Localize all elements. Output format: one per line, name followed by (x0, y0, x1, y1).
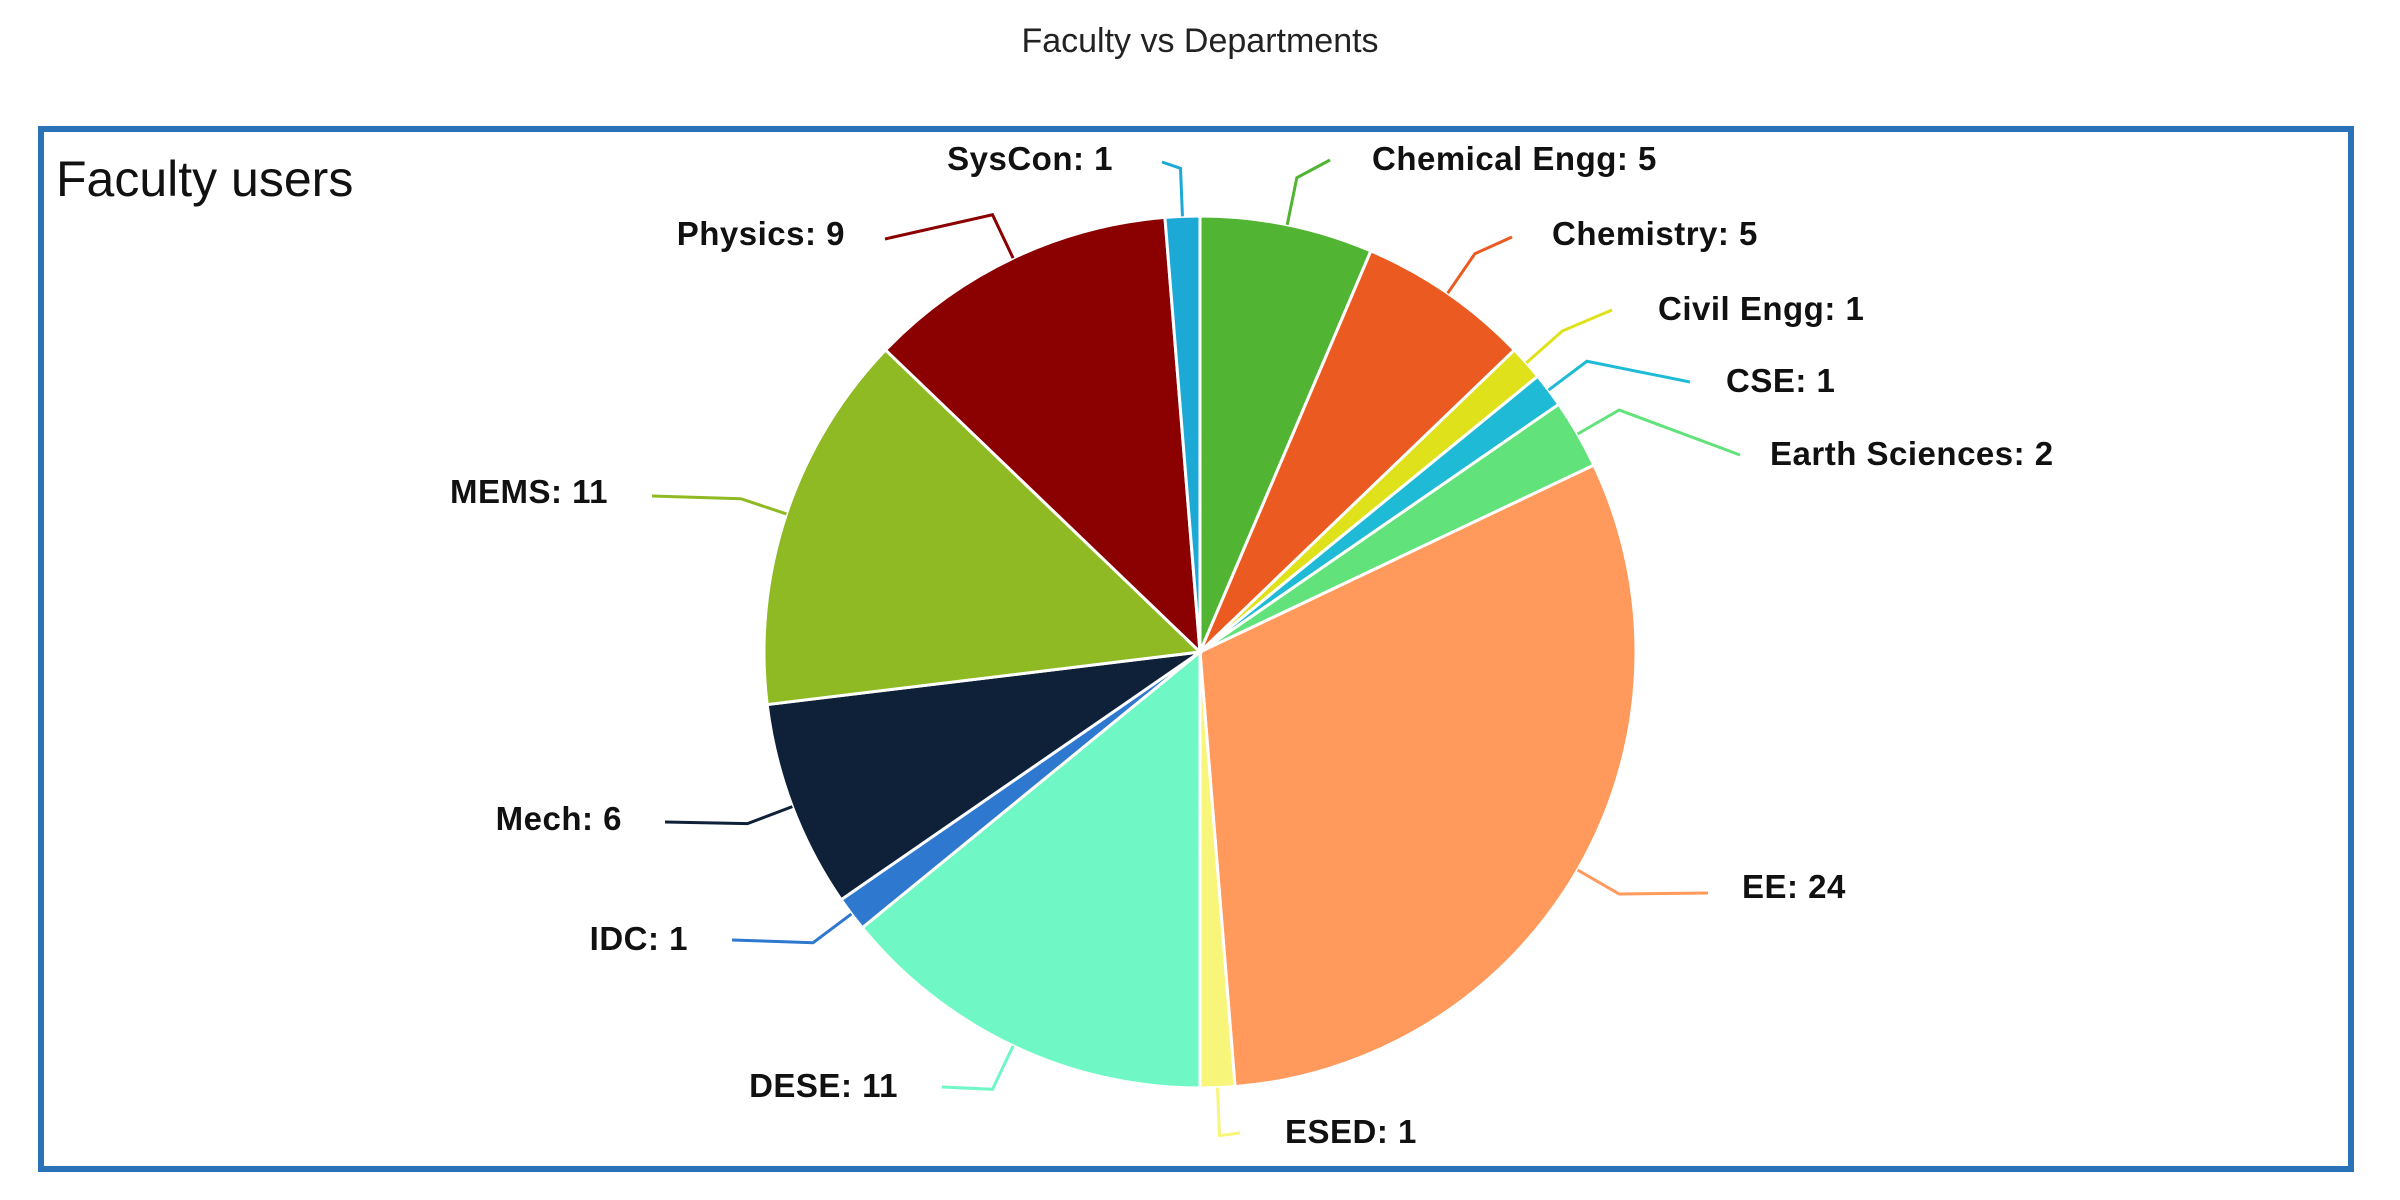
slice-label: Earth Sciences: 2 (1770, 435, 2054, 472)
leader-line (731, 912, 853, 945)
leader-line (884, 213, 1015, 259)
slice-label: CSE: 1 (1726, 362, 1835, 399)
pie-slice-ee (1198, 463, 1638, 1089)
leader-line (1285, 158, 1331, 226)
leader-line (1576, 408, 1741, 457)
slice-label: Chemical Engg: 5 (1372, 140, 1657, 177)
slice-label: MEMS: 11 (450, 473, 608, 510)
pie-slice-mech (765, 650, 1201, 902)
leader-line (664, 805, 793, 826)
leader-line (1216, 1087, 1241, 1138)
pie-slice-chemistry (1198, 248, 1517, 654)
slice-label: Chemistry: 5 (1552, 215, 1758, 252)
leader-line (1525, 308, 1613, 365)
slice-label: Civil Engg: 1 (1658, 290, 1864, 327)
slice-label: Mech: 6 (496, 800, 622, 837)
slice-label: ESED: 1 (1285, 1113, 1417, 1150)
pie-slice-physics (883, 215, 1202, 656)
leader-line (651, 494, 787, 516)
pie-slice-mems (762, 347, 1204, 707)
slice-label: IDC: 1 (590, 920, 688, 957)
slice-label: EE: 24 (1742, 868, 1846, 905)
leader-line (1547, 359, 1691, 392)
chart-frame (38, 126, 2354, 1172)
leader-line (941, 1045, 1015, 1091)
leader-line (1446, 235, 1513, 295)
leader-line (1576, 868, 1709, 896)
slice-label: DESE: 11 (749, 1067, 898, 1104)
page-title: Faculty vs Departments (1021, 22, 1379, 60)
slice-label: SysCon: 1 (947, 140, 1113, 177)
pie-slice-dese (860, 648, 1202, 1090)
chart-title: Faculty users (56, 151, 354, 207)
leader-line (1161, 160, 1184, 217)
pie-slice-syscon (1163, 214, 1202, 653)
slice-label: Physics: 9 (677, 215, 845, 252)
pie-slice-chemical-engg (1198, 214, 1373, 653)
